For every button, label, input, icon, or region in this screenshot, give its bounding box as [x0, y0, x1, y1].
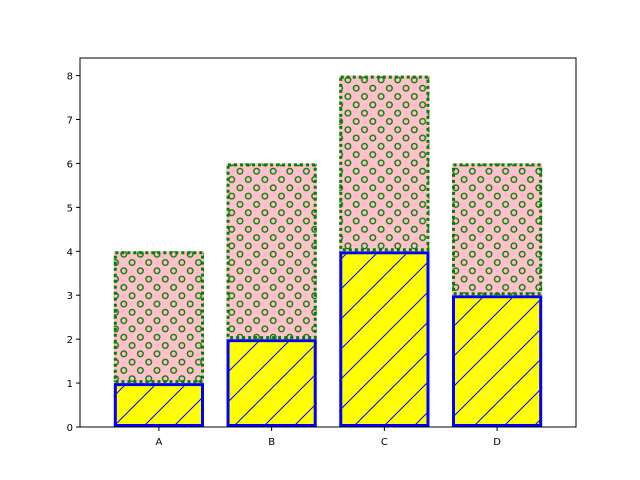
- bar-d-segment-2-edge: [452, 163, 543, 296]
- bar-d-segment-1-edge: [452, 295, 543, 428]
- bar-c-segment-1-hatch: [339, 251, 430, 427]
- bar-c-segment-1-edge: [339, 251, 430, 427]
- x-tick-label-d: D: [493, 437, 501, 448]
- bar-d-segment-2-hatch: [452, 163, 543, 296]
- x-axis: A B C D: [155, 427, 501, 448]
- y-tick-label: 0: [67, 423, 73, 434]
- bar-d-segment-1-hatch: [452, 295, 543, 427]
- x-tick-label-a: A: [155, 437, 162, 448]
- bar-a-segment-1-hatch: [113, 383, 204, 427]
- y-tick-label: 1: [67, 379, 73, 390]
- plot-area-frame: [79, 57, 577, 428]
- y-axis: 0 1 2 3 4 5 6 7 8: [67, 72, 80, 434]
- y-tick-label: 8: [67, 72, 73, 83]
- y-tick-label: 2: [67, 335, 73, 346]
- bar-b-segment-1-hatch: [226, 339, 317, 427]
- y-tick-label: 7: [67, 116, 73, 127]
- bar-b-segment-1-edge: [226, 339, 317, 427]
- bar-c-segment-2-edge: [339, 75, 430, 252]
- bar-a-segment-1-edge: [113, 383, 204, 428]
- bar-a-segment-2-edge: [113, 251, 204, 384]
- bar-b-segment-2-hatch: [226, 163, 317, 340]
- bar-b-segment-2-edge: [226, 163, 317, 340]
- y-tick-label: 3: [67, 291, 73, 302]
- y-tick-label: 6: [67, 159, 73, 170]
- y-tick-label: 4: [67, 247, 73, 258]
- y-tick-label: 5: [67, 203, 73, 214]
- bars-layer: [113, 75, 543, 428]
- bar-c-segment-2-hatch: [339, 75, 430, 252]
- bar-a-segment-2-hatch: [113, 251, 204, 384]
- x-tick-label-c: C: [381, 437, 388, 448]
- x-tick-label-b: B: [268, 437, 275, 448]
